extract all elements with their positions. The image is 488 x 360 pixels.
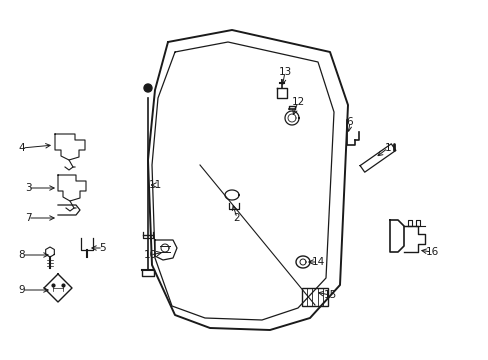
Text: 1: 1 bbox=[384, 143, 390, 153]
Text: 7: 7 bbox=[24, 213, 31, 223]
Text: 12: 12 bbox=[291, 97, 304, 107]
Text: 11: 11 bbox=[148, 180, 162, 190]
Text: 16: 16 bbox=[425, 247, 438, 257]
Text: 3: 3 bbox=[24, 183, 31, 193]
Text: 13: 13 bbox=[278, 67, 291, 77]
Text: 10: 10 bbox=[143, 250, 156, 260]
Text: 15: 15 bbox=[323, 290, 336, 300]
Bar bbox=[302, 288, 327, 306]
Text: 4: 4 bbox=[19, 143, 25, 153]
Text: 2: 2 bbox=[233, 213, 240, 223]
Text: 5: 5 bbox=[100, 243, 106, 253]
Text: 14: 14 bbox=[311, 257, 324, 267]
Text: 9: 9 bbox=[19, 285, 25, 295]
Text: 6: 6 bbox=[346, 117, 353, 127]
Text: 8: 8 bbox=[19, 250, 25, 260]
Circle shape bbox=[143, 84, 152, 92]
